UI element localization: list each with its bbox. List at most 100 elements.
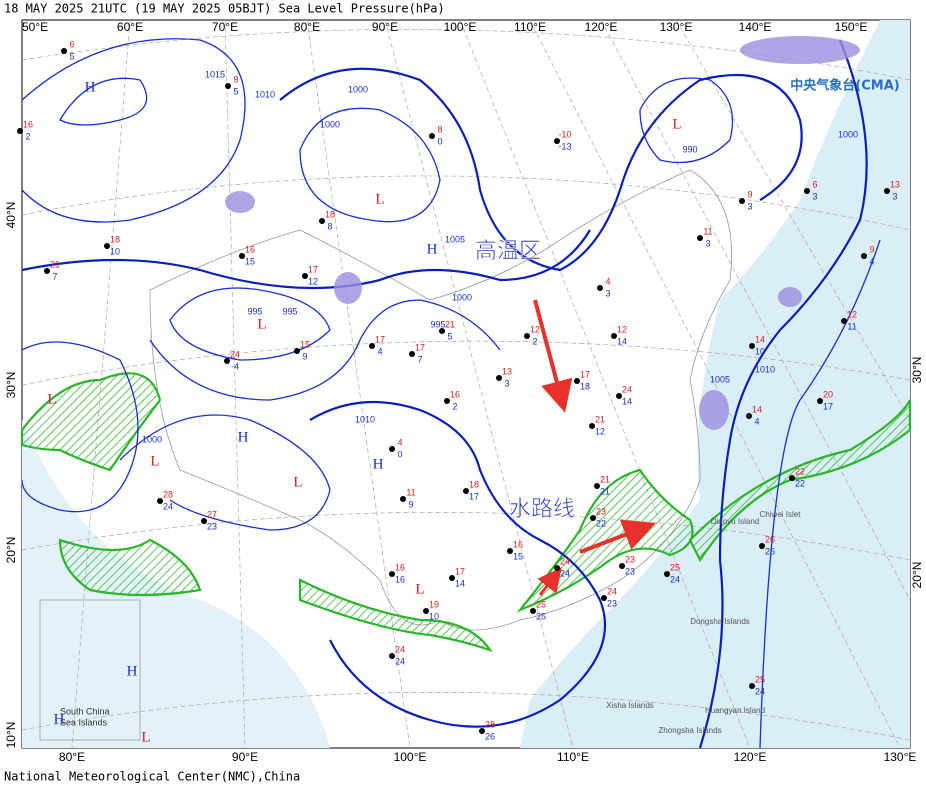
station-marker bbox=[589, 423, 595, 429]
isobar-label: 1010 bbox=[255, 89, 275, 99]
station-marker bbox=[389, 571, 395, 577]
isobar-label: 1005 bbox=[710, 374, 730, 384]
station-dewpoint: 3 bbox=[504, 378, 509, 388]
station-temperature: 9 bbox=[747, 189, 752, 199]
station-marker bbox=[479, 728, 485, 734]
station-marker bbox=[157, 498, 163, 504]
longitude-label: 140°E bbox=[739, 20, 772, 34]
credit: National Meteorological Center(NMC),Chin… bbox=[4, 770, 300, 784]
station-temperature: 25 bbox=[536, 599, 546, 609]
station-marker bbox=[439, 328, 445, 334]
station-temperature: 23 bbox=[625, 554, 635, 564]
station-dewpoint: 10 bbox=[110, 246, 120, 256]
latitude-label: 40°N bbox=[4, 202, 18, 229]
station-dewpoint: 9 bbox=[302, 351, 307, 361]
station-temperature: 18 bbox=[325, 209, 335, 219]
station-marker bbox=[239, 253, 245, 259]
station-dewpoint: 4 bbox=[869, 256, 874, 266]
station-temperature: 24 bbox=[607, 586, 617, 596]
station-dewpoint: 4 bbox=[377, 346, 382, 356]
station-dewpoint: 17 bbox=[823, 401, 833, 411]
pressure-center: H bbox=[373, 456, 384, 472]
longitude-label: 90°E bbox=[372, 20, 398, 34]
longitude-label: 120°E bbox=[734, 750, 767, 764]
station-marker bbox=[749, 343, 755, 349]
pressure-center: L bbox=[672, 116, 681, 132]
station-dewpoint: 23 bbox=[625, 566, 635, 576]
station-temperature: 17 bbox=[580, 369, 590, 379]
station-temperature: 17 bbox=[455, 566, 465, 576]
station-dewpoint: 17 bbox=[469, 491, 479, 501]
arrows bbox=[533, 299, 656, 596]
longitude-label: 80°E bbox=[59, 750, 85, 764]
highlights bbox=[225, 36, 860, 430]
station-dewpoint: 7 bbox=[52, 271, 57, 281]
isobar-label: 1000 bbox=[320, 119, 340, 129]
pressure-center: L bbox=[150, 453, 159, 469]
station-temperature: 19 bbox=[429, 599, 439, 609]
station-temperature: 6 bbox=[69, 39, 74, 49]
station-dewpoint: 24 bbox=[560, 568, 570, 578]
isobar-label: 1000 bbox=[838, 129, 858, 139]
island-label: Chiwei Islet bbox=[760, 510, 802, 519]
station-temperature: 24 bbox=[622, 384, 632, 394]
station-temperature: 13 bbox=[502, 366, 512, 376]
longitude-label: 110°E bbox=[514, 20, 546, 34]
station-marker bbox=[611, 333, 617, 339]
station-marker bbox=[597, 285, 603, 291]
station-marker bbox=[594, 483, 600, 489]
station-dewpoint: 11 bbox=[847, 321, 856, 331]
station-marker bbox=[225, 83, 231, 89]
station-temperature: 18 bbox=[469, 479, 479, 489]
latitude-label: 10°N bbox=[4, 722, 18, 749]
pressure-center: H bbox=[127, 663, 138, 679]
station-dewpoint: 8 bbox=[327, 221, 332, 231]
station-marker bbox=[61, 48, 67, 54]
isobars bbox=[21, 38, 881, 749]
island-label: Zhongsha Islands bbox=[658, 726, 721, 735]
station-dewpoint: 25 bbox=[536, 611, 546, 621]
station-marker bbox=[554, 565, 560, 571]
longitude-label: 130°E bbox=[884, 750, 917, 764]
station-dewpoint: 22 bbox=[596, 518, 606, 528]
station-temperature: 9 bbox=[233, 74, 238, 84]
longitude-label: 60°E bbox=[117, 20, 143, 34]
station-marker bbox=[449, 575, 455, 581]
longitude-label: 70°E bbox=[212, 20, 238, 34]
station-marker bbox=[789, 475, 795, 481]
logo: 中央气象台(CMA) bbox=[790, 78, 899, 94]
boundaries bbox=[39, 169, 733, 741]
station-marker bbox=[369, 343, 375, 349]
station-temperature: 4 bbox=[397, 437, 402, 447]
island-label: Diaoyu Island bbox=[711, 517, 759, 526]
station-dewpoint: 12 bbox=[308, 276, 318, 286]
station-dewpoint: 14 bbox=[617, 336, 627, 346]
latitude-label: 20°N bbox=[4, 537, 18, 564]
station-marker bbox=[44, 268, 50, 274]
station-marker bbox=[697, 235, 703, 241]
station-marker bbox=[530, 608, 536, 614]
station-dewpoint: 5 bbox=[233, 86, 238, 96]
station-temperature: 17 bbox=[415, 342, 425, 352]
station-dewpoint: 9 bbox=[408, 499, 413, 509]
station-marker bbox=[524, 333, 530, 339]
isobar-label: 995 bbox=[247, 306, 262, 316]
station-dewpoint: 21 bbox=[600, 486, 610, 496]
station-dewpoint: 0 bbox=[397, 449, 402, 459]
latitude-label: 20°N bbox=[910, 562, 924, 589]
station-marker bbox=[749, 683, 755, 689]
station-temperature: 8 bbox=[437, 124, 442, 134]
station-marker bbox=[423, 608, 429, 614]
sea bbox=[22, 420, 330, 748]
pressure-center: H bbox=[54, 711, 65, 727]
station-dewpoint: 22 bbox=[795, 478, 805, 488]
station-dewpoint: 18 bbox=[580, 381, 590, 391]
station-temperature: 23 bbox=[596, 506, 606, 516]
isobar-label: 1010 bbox=[355, 414, 375, 424]
station-marker bbox=[574, 378, 580, 384]
isobar-label: 1000 bbox=[348, 84, 368, 94]
station-dewpoint: 10 bbox=[429, 611, 439, 621]
station-dewpoint: 15 bbox=[513, 551, 523, 561]
station-marker bbox=[294, 348, 300, 354]
station-dewpoint: 14 bbox=[622, 396, 632, 406]
